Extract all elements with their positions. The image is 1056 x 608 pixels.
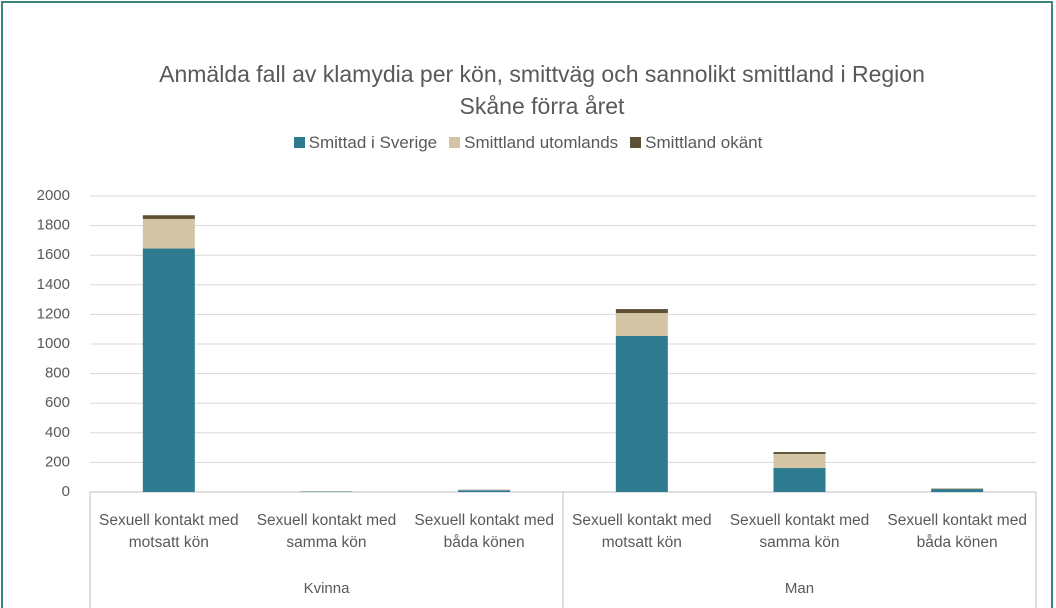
bar-segment: [142, 248, 195, 492]
y-tick-label: 1000: [37, 335, 70, 352]
legend-label: Smittland okänt: [645, 133, 763, 152]
y-tick-label: 1200: [37, 305, 70, 322]
bar-segment: [773, 452, 826, 454]
legend-swatch: [293, 137, 305, 148]
y-tick-label: 800: [45, 365, 70, 382]
bar-segment: [773, 468, 826, 492]
chart-title: Anmälda fall av klamydia per kön, smittv…: [159, 61, 925, 119]
x-tick-label: Sexuell kontakt med båda könen: [414, 512, 554, 551]
y-tick-label: 1800: [37, 217, 70, 234]
legend-label: Smittland utomlands: [464, 133, 619, 152]
bar-segment: [615, 309, 668, 314]
y-tick-label: 2000: [37, 187, 70, 204]
bar-segment: [931, 488, 984, 490]
group-label: Kvinna: [304, 580, 351, 597]
bar-segment: [615, 336, 668, 492]
bar-segment: [773, 453, 826, 469]
x-tick-label: Sexuell kontakt med motsatt kön: [572, 512, 712, 551]
group-label: Man: [785, 580, 814, 597]
y-tick-label: 1400: [37, 276, 70, 293]
x-tick-label: Sexuell kontakt med samma kön: [256, 512, 397, 551]
bar-segment: [458, 490, 511, 492]
legend: Smittad i Sverige Smittland utomlands Smit…: [0, 133, 1056, 153]
y-tick-label: 600: [45, 394, 70, 411]
y-tick-label: 1600: [37, 246, 70, 263]
bar-segment: [931, 489, 984, 492]
y-tick-label: 400: [45, 424, 70, 441]
x-tick-label: Sexuell kontakt med motsatt kön: [99, 512, 239, 551]
legend-item: Smittland okänt: [630, 133, 762, 152]
x-tick-label: Sexuell kontakt med samma kön: [729, 512, 870, 551]
x-tick-label: Sexuell kontakt med båda könen: [887, 512, 1027, 551]
bar-segment: [142, 215, 195, 219]
y-tick-label: 0: [62, 483, 70, 500]
legend-swatch: [630, 137, 642, 148]
bar-segment: [615, 313, 668, 337]
y-tick-label: 200: [45, 453, 70, 470]
legend-item: Smittland utomlands: [449, 133, 618, 152]
legend-swatch: [449, 137, 461, 148]
legend-item: Smittad i Sverige: [293, 133, 438, 152]
legend-label: Smittad i Sverige: [308, 133, 438, 152]
bar-segment: [142, 218, 195, 249]
